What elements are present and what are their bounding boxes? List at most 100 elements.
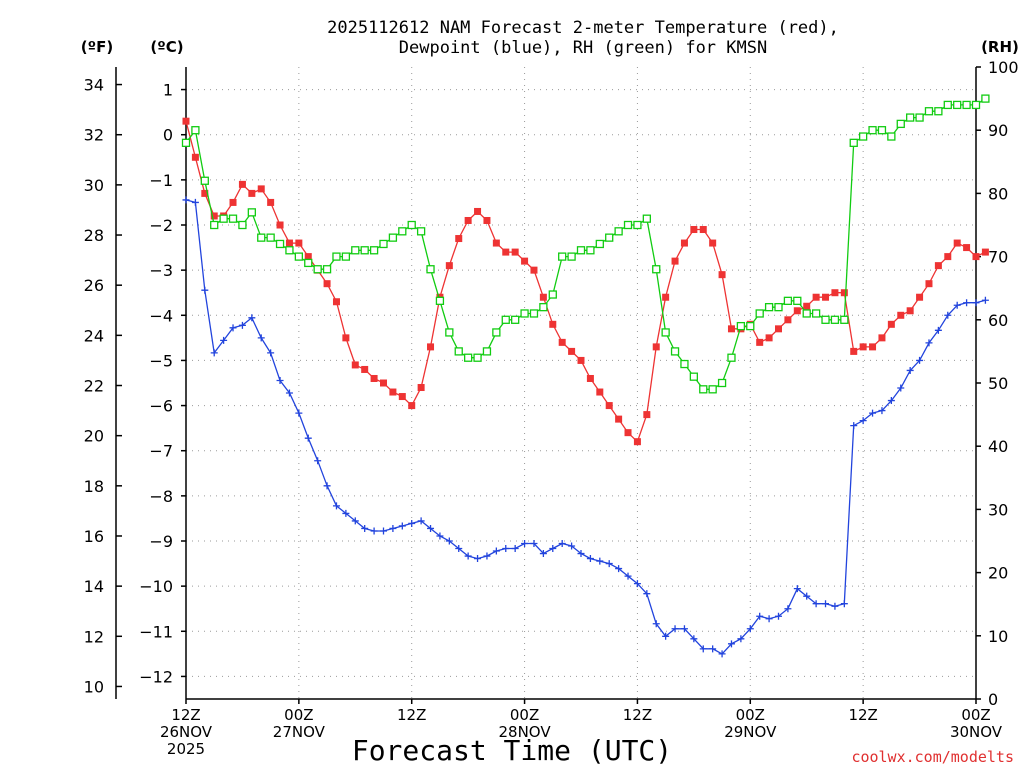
relative-humidity-point	[228, 214, 238, 223]
temperature-line	[185, 121, 986, 443]
dewpoint-point	[784, 605, 792, 613]
dewpoint-point	[436, 532, 444, 540]
temperature-point	[652, 343, 660, 351]
relative-humidity-point	[943, 100, 952, 110]
dewpoint-point	[417, 517, 425, 525]
relative-humidity-point	[764, 303, 774, 312]
fahrenheit-unit-label: (ºF)	[81, 38, 113, 56]
temperature-point	[633, 438, 641, 446]
relative-humidity-point	[416, 227, 426, 236]
time-tick-label: 00Z	[284, 706, 313, 724]
celsius-tick-label: −4	[149, 306, 173, 325]
celsius-tick-label: −7	[149, 442, 173, 461]
temperature-point	[690, 226, 698, 234]
dewpoint-point	[709, 645, 717, 653]
celsius-tick-label: −11	[139, 622, 173, 641]
temperature-point	[897, 311, 905, 319]
relative-humidity-point	[341, 252, 351, 261]
relative-humidity-point	[529, 309, 539, 318]
time-tick-label: 12Z	[397, 706, 426, 724]
relative-humidity-point	[858, 132, 868, 141]
dewpoint-point	[220, 336, 228, 344]
temperature-point	[577, 356, 585, 364]
dewpoint-point	[558, 540, 566, 548]
relative-humidity-point	[398, 227, 407, 236]
temperature-point	[850, 347, 858, 355]
celsius-tick-label: −10	[139, 577, 173, 596]
temperature-point	[906, 307, 914, 315]
dewpoint-point	[822, 600, 830, 608]
relative-humidity-point	[793, 296, 802, 305]
relative-humidity-point	[266, 233, 275, 242]
fahrenheit-tick-label: 24	[84, 326, 104, 345]
dewpoint-point	[897, 384, 905, 392]
dewpoint-point	[596, 557, 604, 565]
relative-humidity-point	[755, 309, 764, 318]
temperature-point	[276, 221, 284, 229]
relative-humidity-point	[774, 303, 783, 312]
dewpoint-point	[765, 615, 773, 623]
temperature-point	[549, 320, 557, 328]
relative-humidity-point	[887, 132, 896, 141]
relative-humidity-point	[473, 353, 482, 362]
relative-humidity-point	[454, 347, 463, 356]
relative-humidity-point	[426, 265, 435, 274]
dewpoint-point	[408, 519, 416, 527]
relative-humidity-point	[219, 214, 228, 223]
temperature-point	[812, 293, 820, 301]
dewpoint-point	[511, 545, 519, 553]
dewpoint-point	[690, 635, 698, 643]
relative-humidity-point	[482, 347, 492, 356]
temperature-point	[351, 361, 359, 369]
dewpoint-point	[332, 502, 340, 510]
relative-humidity-point	[576, 246, 586, 255]
relative-humidity-point	[238, 220, 247, 230]
temperature-point	[464, 216, 472, 224]
rh-tick-label: 40	[988, 437, 1008, 456]
fahrenheit-tick-label: 16	[84, 527, 104, 546]
relative-humidity-point	[736, 321, 746, 331]
dewpoint-point	[398, 522, 406, 530]
temperature-point	[285, 239, 293, 247]
dewpoint-point	[887, 397, 895, 405]
temperature-point	[822, 293, 830, 301]
time-tick-label: 2025	[167, 740, 205, 758]
dewpoint-point	[389, 524, 397, 532]
fahrenheit-tick-label: 12	[84, 627, 104, 646]
dewpoint-point	[643, 590, 651, 598]
relative-humidity-point	[257, 233, 266, 242]
fahrenheit-tick-label: 32	[84, 126, 104, 145]
temperature-point	[831, 289, 839, 297]
rh-tick-label: 0	[988, 690, 998, 709]
relative-humidity-point	[840, 315, 849, 324]
celsius-tick-label: −2	[149, 216, 173, 235]
dewpoint-point	[257, 334, 265, 342]
temperature-point	[765, 334, 773, 342]
dewpoint-point	[840, 600, 848, 608]
rh-tick-label: 30	[988, 500, 1008, 519]
fahrenheit-tick-label: 26	[84, 276, 104, 295]
temperature-point	[502, 248, 510, 256]
credit-text: coolwx.com/modelts	[851, 748, 1014, 766]
relative-humidity-point	[332, 252, 341, 261]
relative-humidity-point	[369, 246, 379, 255]
dewpoint-point	[380, 527, 387, 535]
temperature-point	[248, 189, 256, 197]
celsius-tick-label: −12	[139, 667, 173, 686]
time-tick-label: 29NOV	[724, 723, 777, 741]
temperature-point	[803, 302, 811, 310]
relative-humidity-point	[623, 220, 633, 230]
rh-tick-label: 50	[988, 374, 1008, 393]
dewpoint-point	[737, 635, 745, 643]
relative-humidity-point	[191, 126, 200, 135]
tick-labels: 3432302826242220181614121010−1−2−3−4−5−6…	[84, 58, 1019, 758]
temperature-point	[210, 212, 218, 220]
relative-humidity-point	[783, 296, 793, 305]
celsius-tick-label: −1	[149, 171, 173, 190]
fahrenheit-tick-label: 30	[84, 176, 104, 195]
dewpoint-point	[229, 324, 237, 332]
dewpoint-point	[775, 612, 782, 620]
dewpoint-point	[633, 580, 641, 588]
dewpoint-point	[652, 620, 660, 628]
dewpoint-point	[746, 625, 754, 633]
